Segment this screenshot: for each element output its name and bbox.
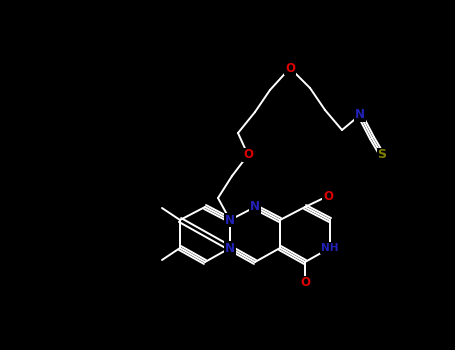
Text: O: O <box>300 276 310 289</box>
Text: S: S <box>378 148 386 161</box>
Text: N: N <box>225 241 235 254</box>
Text: N: N <box>225 214 235 226</box>
Text: O: O <box>323 189 333 203</box>
Text: NH: NH <box>321 243 339 253</box>
Text: N: N <box>355 108 365 121</box>
Text: O: O <box>285 62 295 75</box>
Text: N: N <box>250 201 260 214</box>
Text: O: O <box>243 148 253 161</box>
